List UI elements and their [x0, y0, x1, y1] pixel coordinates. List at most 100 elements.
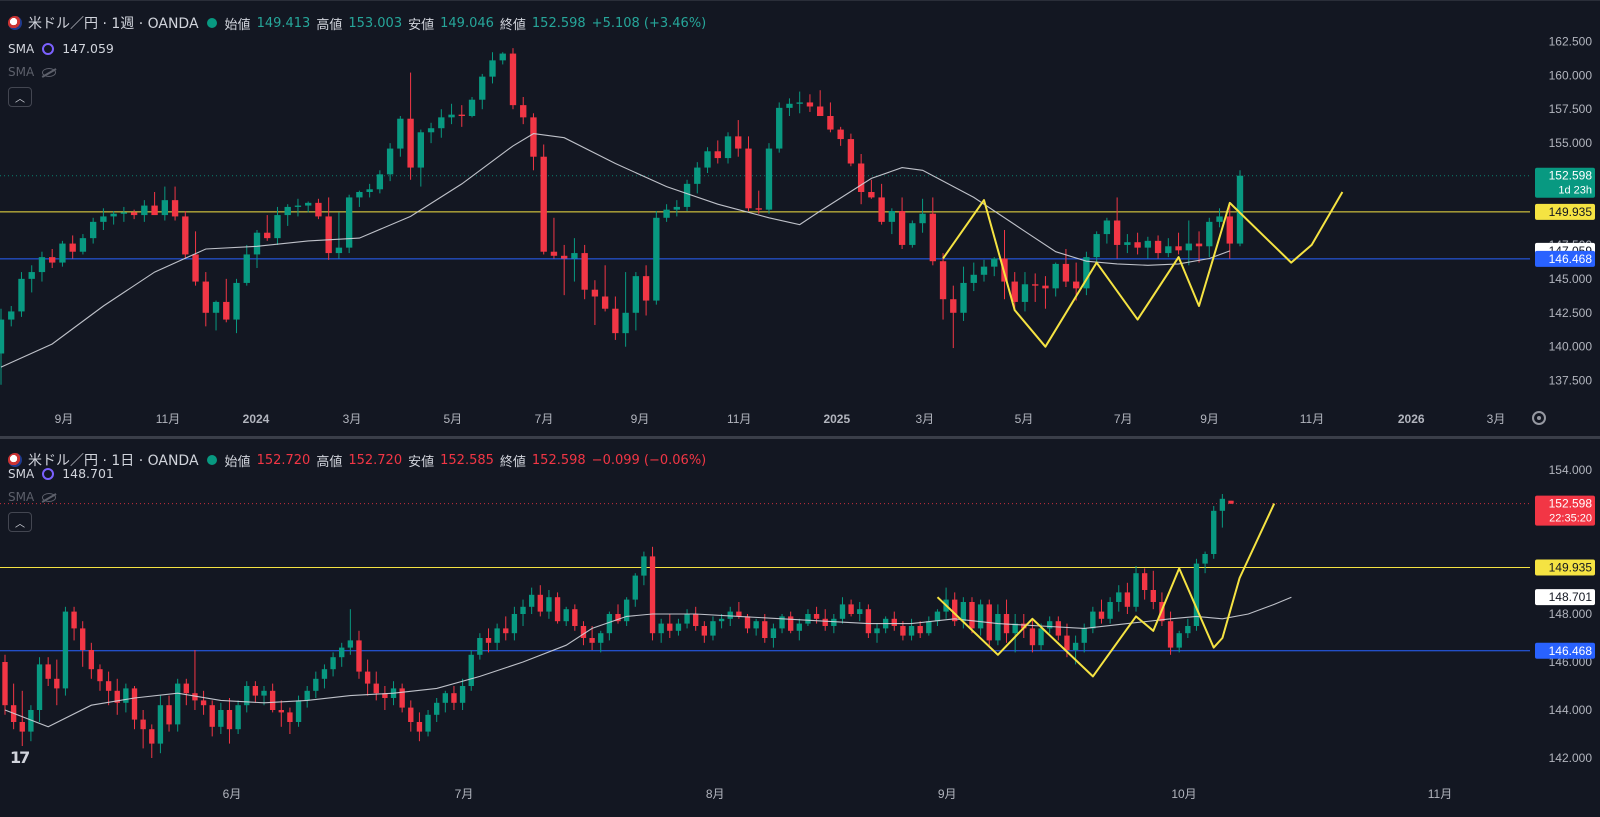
- candle-body: [80, 628, 86, 650]
- candle-body: [1072, 281, 1080, 289]
- price-tag-text: 146.468: [1549, 644, 1593, 658]
- pane-divider[interactable]: [0, 436, 1600, 439]
- candle-body: [494, 628, 500, 643]
- x-tick-label: 3月: [1487, 412, 1506, 426]
- candle-body: [0, 319, 5, 354]
- candle-body: [28, 710, 34, 732]
- candle-body: [848, 604, 854, 614]
- candle: [1216, 208, 1223, 228]
- candle: [589, 626, 595, 650]
- candle-body: [356, 640, 362, 672]
- candle: [909, 220, 916, 248]
- weekly-chart-canvas[interactable]: 162.500160.000157.500155.000152.500150.0…: [0, 1, 1600, 438]
- candle-body: [827, 116, 834, 130]
- x-tick-label: 11月: [156, 412, 180, 426]
- candle-body: [622, 312, 629, 334]
- daily-chart-pane[interactable]: 154.000152.000150.000148.000146.000144.0…: [0, 438, 1600, 817]
- collapse-legend-button[interactable]: ︿: [8, 512, 32, 532]
- x-tick-label: 6月: [223, 787, 242, 801]
- candle-body: [347, 640, 354, 648]
- candle-body: [182, 216, 189, 255]
- candle-body: [364, 671, 371, 684]
- candle-body: [563, 609, 569, 622]
- candle-body: [1165, 246, 1172, 254]
- candle: [325, 197, 332, 260]
- collapse-legend-button[interactable]: ︿: [8, 87, 32, 107]
- sma-hidden-indicator-row[interactable]: SMA: [8, 490, 57, 504]
- candle: [253, 230, 261, 268]
- candle-body: [503, 628, 509, 634]
- candle-body: [776, 107, 783, 149]
- market-status-icon: [206, 455, 217, 465]
- tradingview-logo-icon[interactable]: 17: [10, 748, 30, 767]
- candle-body: [684, 614, 690, 624]
- candle: [28, 265, 35, 293]
- candle: [425, 710, 431, 737]
- candle: [339, 642, 345, 667]
- candle-body: [701, 626, 708, 636]
- candle: [714, 140, 721, 164]
- candle-body: [641, 556, 647, 576]
- symbol-title[interactable]: 米ドル／円 · 1週 · OANDA: [28, 16, 199, 32]
- candle: [1113, 197, 1121, 259]
- candle: [1154, 235, 1162, 259]
- candle-body: [1185, 626, 1191, 634]
- x-tick-label: 7月: [535, 412, 554, 426]
- candle-body: [468, 99, 476, 116]
- candle-body: [683, 183, 691, 207]
- candle-body: [658, 623, 664, 634]
- y-tick-label: 148.000: [1549, 607, 1593, 621]
- candle-body: [1113, 220, 1121, 245]
- candle: [939, 253, 947, 320]
- candle: [598, 630, 604, 653]
- price-level-tag: 146.468: [1535, 250, 1595, 267]
- candle: [898, 197, 906, 249]
- candle: [980, 259, 988, 282]
- x-tick-label: 5月: [443, 412, 462, 426]
- eye-hidden-icon[interactable]: [42, 492, 57, 502]
- candle: [417, 129, 425, 187]
- candle: [489, 52, 496, 84]
- candle: [839, 597, 846, 624]
- candle-body: [1236, 175, 1244, 244]
- candle-body: [1185, 243, 1192, 251]
- candle: [874, 623, 880, 643]
- settings-gear-icon[interactable]: [1532, 411, 1546, 425]
- x-tick-label: 11月: [1300, 412, 1324, 426]
- candle-body: [226, 710, 233, 730]
- candle: [235, 700, 241, 734]
- candle: [356, 630, 362, 679]
- weekly-chart-pane[interactable]: 162.500160.000157.500155.000152.500150.0…: [0, 0, 1600, 437]
- candle: [427, 122, 435, 144]
- candle-body: [704, 151, 711, 168]
- candle-body: [960, 602, 967, 622]
- candle: [622, 272, 629, 347]
- sma-label: SMA: [8, 41, 35, 56]
- candle-body: [38, 257, 46, 273]
- candle-body: [1216, 216, 1223, 222]
- sma-hidden-indicator-row[interactable]: SMA: [8, 65, 57, 79]
- candle-body: [755, 208, 762, 210]
- candle: [1165, 238, 1172, 258]
- eye-hidden-icon[interactable]: [42, 67, 57, 77]
- symbol-title[interactable]: 米ドル／円 · 1日 · OANDA: [28, 453, 199, 469]
- candle-body: [1206, 221, 1213, 247]
- candle: [581, 244, 588, 300]
- daily-chart-canvas[interactable]: 154.000152.000150.000148.000146.000144.0…: [0, 438, 1600, 817]
- candle-body: [171, 200, 179, 217]
- candle: [294, 198, 302, 217]
- sma-indicator-row[interactable]: SMA 148.701: [8, 466, 114, 481]
- candle: [926, 616, 932, 636]
- sma-label: SMA: [8, 65, 35, 79]
- candle-body: [1116, 592, 1122, 602]
- sma-indicator-row[interactable]: SMA 147.059: [8, 41, 114, 56]
- zigzag-drawing: [942, 191, 1344, 348]
- candle-body: [123, 688, 129, 703]
- candle-body: [1228, 500, 1234, 504]
- candle: [10, 683, 17, 730]
- candle-body: [373, 683, 379, 694]
- candle: [1032, 273, 1039, 302]
- candle: [919, 198, 926, 233]
- candle: [673, 200, 680, 217]
- countdown-text: 1d 23h: [1558, 185, 1592, 197]
